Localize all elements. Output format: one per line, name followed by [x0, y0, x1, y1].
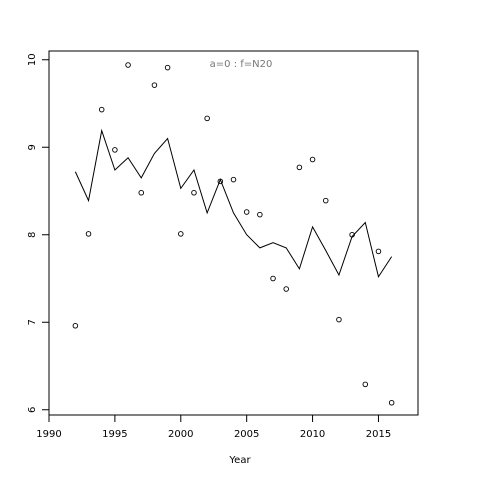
- x-tick-label: 2005: [234, 429, 259, 440]
- y-tick-label: 9: [27, 144, 38, 150]
- x-tick-label: 1995: [102, 429, 127, 440]
- y-tick-label: 8: [27, 232, 38, 238]
- x-axis-label: Year: [228, 455, 251, 466]
- point: [125, 62, 131, 68]
- point: [230, 176, 237, 183]
- point: [151, 82, 158, 88]
- point: [112, 147, 118, 153]
- annotation: a=0 : f=N20: [210, 59, 273, 70]
- y-tick-label: 7: [27, 319, 38, 325]
- point: [191, 189, 197, 196]
- x-tick-label: 2010: [300, 429, 325, 440]
- point: [309, 156, 316, 163]
- x-tick-label: 2015: [366, 429, 391, 440]
- point: [72, 323, 79, 329]
- y-tick-label: 10: [27, 53, 38, 66]
- point: [388, 400, 395, 406]
- x-tick-label: 2000: [168, 429, 193, 440]
- point: [362, 381, 369, 388]
- point: [283, 286, 289, 292]
- point: [138, 189, 144, 196]
- point: [270, 275, 276, 282]
- y-tick-label: 6: [27, 407, 38, 413]
- point: [178, 231, 184, 237]
- point: [85, 231, 92, 237]
- plot-frame: [48, 50, 419, 416]
- point: [257, 211, 263, 218]
- point: [336, 316, 342, 323]
- point: [296, 164, 303, 171]
- point: [98, 106, 105, 113]
- point: [323, 197, 329, 204]
- point: [164, 64, 171, 71]
- point: [204, 115, 210, 122]
- point: [375, 248, 382, 255]
- line: [74, 128, 393, 278]
- x-tick-label: 1990: [36, 429, 61, 440]
- point: [243, 209, 250, 215]
